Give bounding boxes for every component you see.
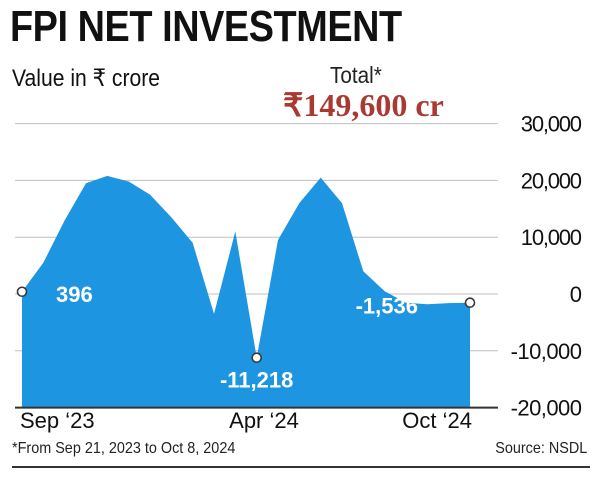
y-tick-label-4: -10,000 xyxy=(511,339,582,364)
y-tick-label-3: 0 xyxy=(570,282,582,307)
x-tick-label-2: Oct ‘24 xyxy=(402,408,472,433)
y-tick-label-1: 20,000 xyxy=(521,168,582,193)
data-point-marker-0 xyxy=(16,286,28,298)
bottom-rule xyxy=(12,466,590,468)
y-tick-label-2: 10,000 xyxy=(521,225,582,250)
x-tick-label-0: Sep ‘23 xyxy=(20,408,95,433)
unit-label: Value in ₹ crore xyxy=(12,65,161,92)
x-tick-label-1: Apr ‘24 xyxy=(229,408,299,433)
data-label-0: 396 xyxy=(56,282,93,307)
data-point-marker-2 xyxy=(464,297,476,309)
y-tick-label-0: 30,000 xyxy=(521,112,582,137)
y-tick-label-5: -20,000 xyxy=(511,396,582,421)
total-value: ₹149,600 cr xyxy=(283,87,444,123)
data-label-1: -11,218 xyxy=(220,368,293,393)
area-series xyxy=(22,175,470,408)
footnote: *From Sep 21, 2023 to Oct 8, 2024 xyxy=(12,440,236,457)
total-label: Total* xyxy=(330,62,382,88)
data-label-2: -1,536 xyxy=(356,294,418,319)
source-note: Source: NSDL xyxy=(494,440,587,457)
chart-title: FPI NET INVESTMENT xyxy=(10,2,402,51)
data-point-marker-1 xyxy=(251,352,262,364)
